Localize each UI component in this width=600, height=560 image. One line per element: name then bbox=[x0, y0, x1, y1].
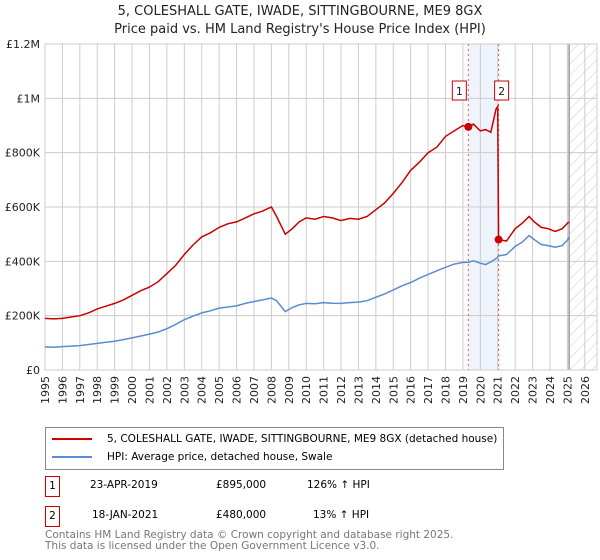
sale-label: 2 bbox=[498, 85, 505, 98]
y-tick-label: £800K bbox=[5, 147, 41, 160]
legend-swatch-red bbox=[52, 438, 92, 440]
x-tick-label: 2008 bbox=[265, 376, 278, 404]
x-tick-label: 2007 bbox=[248, 376, 261, 404]
x-tick-label: 2005 bbox=[213, 376, 226, 404]
property-price-line bbox=[44, 103, 570, 320]
x-tick-label: 2003 bbox=[178, 376, 191, 404]
chart-title: 5, COLESHALL GATE, IWADE, SITTINGBOURNE,… bbox=[117, 4, 483, 19]
x-tick-label: 2015 bbox=[387, 376, 400, 404]
transaction-date: 23-APR-2019 bbox=[90, 479, 158, 491]
x-tick-label: 2011 bbox=[318, 376, 331, 404]
transaction-date: 18-JAN-2021 bbox=[92, 509, 159, 521]
transaction-hpi: 126% ↑ HPI bbox=[307, 479, 370, 491]
y-tick-label: £1M bbox=[17, 92, 41, 105]
x-tick-label: 2000 bbox=[126, 376, 139, 404]
transaction-hpi: 13% ↑ HPI bbox=[313, 509, 370, 521]
x-tick-label: 2019 bbox=[457, 376, 470, 404]
sale-label-box bbox=[451, 80, 467, 101]
hpi-line bbox=[44, 234, 570, 348]
x-tick-label: 2014 bbox=[370, 376, 383, 404]
legend-label: 5, COLESHALL GATE, IWADE, SITTINGBOURNE,… bbox=[107, 433, 498, 445]
x-tick-label: 2023 bbox=[527, 376, 540, 404]
footer-licence: This data is licensed under the Open Gov… bbox=[45, 540, 380, 552]
x-tick-label: 2024 bbox=[544, 376, 557, 404]
sale-label: 1 bbox=[456, 85, 463, 98]
x-tick-label: 1996 bbox=[56, 376, 69, 404]
legend-item-hpi: HPI: Average price, detached house, Swal… bbox=[52, 448, 332, 466]
legend-label: HPI: Average price, detached house, Swal… bbox=[107, 451, 333, 463]
legend-swatch-blue bbox=[52, 456, 92, 458]
x-tick-label: 2021 bbox=[492, 376, 505, 404]
x-tick-label: 2001 bbox=[143, 376, 156, 404]
y-tick-label: £0 bbox=[26, 364, 40, 377]
sale-point bbox=[494, 235, 503, 244]
x-tick-label: 2009 bbox=[283, 376, 296, 404]
x-tick-label: 2006 bbox=[231, 376, 244, 404]
x-tick-label: 2013 bbox=[352, 376, 365, 404]
transaction-price: £480,000 bbox=[216, 509, 267, 521]
y-tick-label: £400K bbox=[5, 255, 41, 268]
x-tick-label: 2010 bbox=[300, 376, 313, 404]
y-tick-label: £1.2M bbox=[6, 38, 40, 51]
y-tick-label: £200K bbox=[5, 310, 41, 323]
x-tick-label: 2004 bbox=[196, 376, 209, 404]
x-tick-label: 1999 bbox=[109, 376, 122, 404]
sale-point bbox=[464, 122, 473, 131]
x-tick-label: 2026 bbox=[579, 376, 592, 404]
x-tick-label: 2020 bbox=[474, 376, 487, 404]
x-tick-label: 1997 bbox=[74, 376, 87, 404]
transaction-price: £895,000 bbox=[216, 479, 267, 491]
plot-frame bbox=[44, 43, 598, 371]
footer: Contains HM Land Registry data © Crown c… bbox=[45, 530, 453, 552]
x-tick-label: 2017 bbox=[422, 376, 435, 404]
y-tick-label: £600K bbox=[5, 201, 41, 214]
x-tick-label: 1998 bbox=[91, 376, 104, 404]
transaction-number: 2 bbox=[45, 506, 60, 527]
chart-legend: 5, COLESHALL GATE, IWADE, SITTINGBOURNE,… bbox=[45, 427, 504, 470]
sale-label-box bbox=[494, 80, 510, 101]
x-tick-label: 2002 bbox=[161, 376, 174, 404]
transaction-number: 1 bbox=[45, 476, 60, 497]
x-tick-label: 1995 bbox=[39, 376, 52, 404]
x-tick-label: 2016 bbox=[405, 376, 418, 404]
legend-item-property: 5, COLESHALL GATE, IWADE, SITTINGBOURNE,… bbox=[52, 430, 497, 448]
x-tick-label: 2025 bbox=[561, 376, 574, 404]
footer-copyright: Contains HM Land Registry data © Crown c… bbox=[45, 529, 454, 541]
x-tick-label: 2022 bbox=[509, 376, 522, 404]
x-tick-label: 2018 bbox=[440, 376, 453, 404]
price-chart: 1 2 1995 1996 1997 1998 1999 2000 2001 2002 2003 20… bbox=[5, 38, 598, 404]
x-tick-label: 2012 bbox=[335, 376, 348, 404]
chart-subtitle: Price paid vs. HM Land Registry's House … bbox=[114, 22, 486, 37]
